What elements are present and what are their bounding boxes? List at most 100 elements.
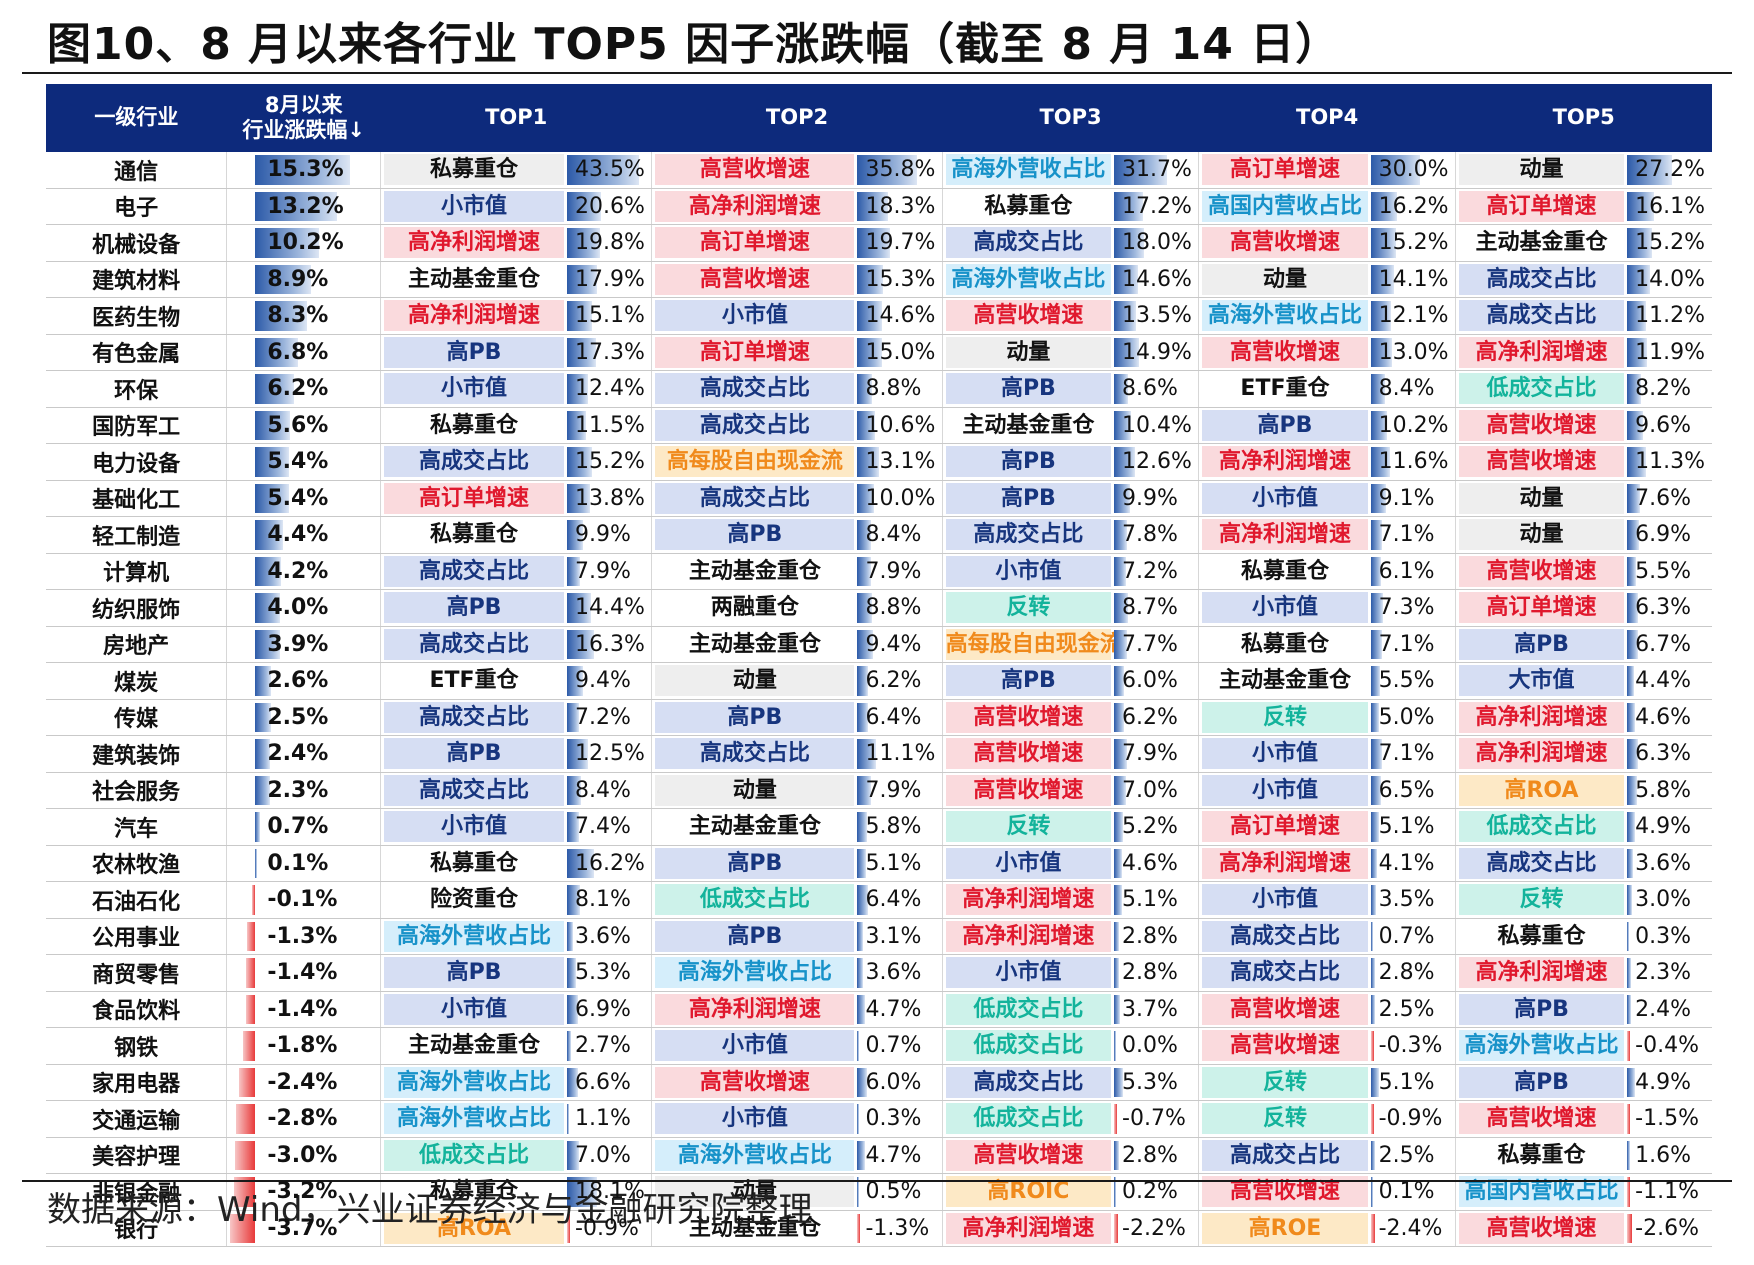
factor-label: 反转 (1458, 884, 1625, 916)
factor-value-bar (1114, 374, 1129, 404)
factor-value-top2: 8.8% (857, 370, 943, 408)
factor-label: 高净利润增速 (1202, 519, 1368, 551)
factor-name-top2: 高订单增速 (651, 334, 858, 371)
factor-value-text: 8.1% (575, 887, 631, 913)
factor-value-top2: 7.9% (857, 772, 943, 809)
factor-label: 小市值 (1202, 884, 1368, 916)
factor-name-top2: 高PB (651, 516, 858, 554)
header-return: 8月以来 行业涨跌幅↓ (226, 84, 381, 152)
factor-value-top4: 7.1% (1370, 516, 1456, 554)
factor-label: 私募重仓 (430, 850, 519, 876)
industry-name: 公用事业 (46, 918, 228, 955)
factor-value-text: 3.7% (1122, 996, 1178, 1022)
factor-value-text: 3.1% (865, 923, 922, 949)
factor-value-bar (1627, 264, 1651, 294)
table-row: 建筑材料 8.9% 主动基金重仓 17.9% 高营收增速 15.3% 高海外营收占比 14.6… (46, 261, 1712, 298)
return-value: 15.3% (267, 157, 344, 183)
factor-value-text: 0.2% (1122, 1179, 1178, 1205)
factor-value-bar (857, 1067, 868, 1097)
factor-label: 高营收增速 (1458, 1212, 1625, 1244)
factor-value-text: 43.5% (575, 157, 645, 183)
table-row: 电子 13.2% 小市值 20.6% 高净利润增速 18.3% 私募重仓 17.2% 高国内营收… (46, 188, 1712, 225)
factor-name-top3: 反转 (941, 808, 1115, 846)
factor-value-text: 18.0% (1122, 230, 1192, 256)
factor-value-top3: 14.6% (1114, 261, 1199, 298)
factor-value-text: 15.1% (575, 303, 645, 329)
factor-value-bar (567, 1140, 579, 1170)
factor-value-top1: 43.5% (567, 152, 652, 189)
factor-name-top1: 高ROA (380, 1210, 568, 1247)
factor-value-top3: 17.2% (1114, 188, 1199, 225)
return-value: 2.3% (267, 777, 329, 803)
factor-value-text: 10.0% (865, 485, 936, 511)
factor-label: 高每股自由现金流 (655, 446, 855, 478)
factor-value-top1: 16.2% (567, 845, 652, 882)
factor-label: 主动基金重仓 (688, 631, 821, 657)
factor-value-text: 16.2% (1378, 193, 1449, 219)
factor-value-text: 14.1% (1378, 266, 1449, 292)
factor-value-text: 0.3% (865, 1106, 922, 1132)
factor-value-text: 12.6% (1122, 449, 1192, 475)
factor-value-text: -0.7% (1122, 1106, 1186, 1132)
factor-label: 小市值 (945, 555, 1112, 587)
factor-name-top1: 高成交占比 (380, 772, 568, 809)
factor-label: 高成交占比 (384, 628, 565, 660)
factor-name-top5: 高营收增速 (1454, 443, 1628, 481)
factor-value-top4: 5.0% (1370, 699, 1456, 736)
factor-value-bar (567, 520, 584, 550)
factor-value-text: 4.9% (1635, 1069, 1692, 1095)
factor-label: 高净利润增速 (1458, 957, 1625, 989)
factor-label: 高PB (945, 446, 1112, 478)
factor-label: 主动基金重仓 (1218, 668, 1351, 694)
factor-name-top3: 高PB (941, 443, 1115, 481)
factor-value-bar (857, 1213, 861, 1243)
factor-value-text: 2.8% (1122, 960, 1178, 986)
return-bar (255, 848, 258, 878)
factor-value-bar (1114, 155, 1167, 185)
factor-value-bar (857, 1177, 860, 1207)
factor-value-text: 9.4% (865, 631, 922, 657)
table-row: 有色金属 6.8% 高PB 17.3% 高订单增速 15.0% 动量 14.9% 高营收增速 13… (46, 334, 1712, 371)
factor-label: 动量 (655, 774, 855, 806)
factor-value-text: 7.8% (1122, 522, 1178, 548)
factor-value-top1: 14.4% (567, 589, 652, 627)
factor-name-top3: 高PB (941, 370, 1115, 408)
industry-return: 2.4% (226, 735, 381, 773)
factor-value-bar (857, 629, 874, 659)
factor-table: 一级行业 8月以来 行业涨跌幅↓ TOP1 TOP2 TOP3 TOP4 TOP… (46, 84, 1712, 1247)
factor-value-text: 4.6% (1635, 704, 1692, 730)
factor-name-top3: 高ROIC (941, 1173, 1115, 1211)
industry-name: 有色金属 (46, 334, 228, 371)
factor-value-top3: 5.3% (1114, 1064, 1199, 1101)
return-value: 2.6% (267, 668, 329, 694)
factor-value-text: 9.1% (1378, 485, 1435, 511)
factor-label: 高营收增速 (945, 738, 1112, 770)
table-row: 汽车 0.7% 小市值 7.4% 主动基金重仓 5.8% 反转 5.2% 高订单增速 5.1% 低成… (46, 808, 1712, 846)
factor-value-text: 14.4% (575, 595, 645, 621)
factor-value-top2: 11.1% (857, 735, 943, 773)
factor-value-text: 11.3% (1635, 449, 1706, 475)
factor-value-top4: -0.3% (1370, 1027, 1456, 1065)
return-bar (255, 337, 298, 367)
table-row: 传媒 2.5% 高成交占比 7.2% 高PB 6.4% 高营收增速 6.2% 反转 5.0% 高净利… (46, 699, 1712, 736)
factor-name-top4: 高海外营收占比 (1198, 297, 1371, 335)
factor-name-top1: 主动基金重仓 (380, 1027, 568, 1065)
factor-name-top4: 私募重仓 (1198, 626, 1371, 663)
factor-value-text: 11.1% (865, 741, 936, 767)
return-bar (255, 629, 280, 659)
return-bar (239, 1067, 256, 1097)
factor-value-top3: 18.0% (1114, 224, 1199, 262)
factor-value-text: 6.3% (1635, 595, 1692, 621)
industry-return: 4.4% (226, 516, 381, 554)
factor-value-text: 4.4% (1635, 668, 1692, 694)
factor-name-top4: 反转 (1198, 1064, 1371, 1101)
table-row: 计算机 4.2% 高成交占比 7.9% 主动基金重仓 7.9% 小市值 7.2% 私募重仓 6.1… (46, 553, 1712, 590)
factor-value-text: 7.2% (1122, 558, 1178, 584)
factor-label: 高国内营收占比 (1202, 190, 1368, 222)
factor-value-bar (857, 666, 868, 696)
factor-value-bar (567, 1031, 572, 1061)
factor-label: 主动基金重仓 (1475, 230, 1608, 256)
return-value: -3.7% (267, 1215, 338, 1241)
factor-name-top2: 高净利润增速 (651, 188, 858, 225)
factor-value-text: 31.7% (1122, 157, 1192, 183)
